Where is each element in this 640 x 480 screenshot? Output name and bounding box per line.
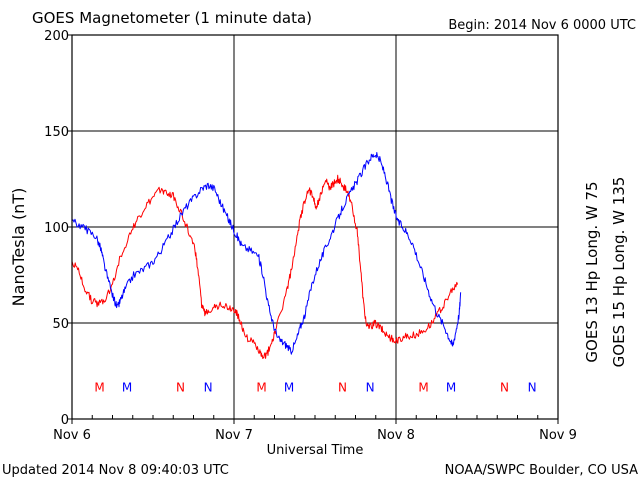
chart-title: GOES Magnetometer (1 minute data) — [32, 9, 312, 27]
y-tick-label: 200 — [44, 29, 69, 44]
x-tick-label: Nov 6 — [53, 428, 91, 443]
updated-timestamp: Updated 2014 Nov 8 09:40:03 UTC — [2, 463, 229, 478]
x-tick-label: Nov 8 — [377, 428, 415, 443]
marker-m: M — [256, 380, 266, 394]
x-axis-ticks: Nov 6 Nov 7 Nov 8 Nov 9 — [53, 415, 577, 443]
marker-n: N — [204, 380, 213, 394]
x-tick-label: Nov 7 — [215, 428, 253, 443]
y-tick-label: 150 — [44, 125, 69, 140]
series-line-goes-13-hp — [71, 174, 459, 359]
grid — [72, 35, 558, 419]
marker-n: N — [500, 380, 509, 394]
marker-m: M — [418, 380, 428, 394]
x-axis-label: Universal Time — [267, 443, 364, 458]
legend-goes13: GOES 13 Hp Long. W 75 — [583, 181, 601, 362]
marker-n: N — [528, 380, 537, 394]
marker-m: M — [284, 380, 294, 394]
marker-m: M — [122, 380, 132, 394]
x-tick-label: Nov 9 — [539, 428, 577, 443]
legend-goes15: GOES 15 Hp Long. W 135 — [610, 177, 628, 368]
y-tick-label: 0 — [61, 413, 69, 428]
series-line-goes-15-hp — [71, 152, 462, 355]
credit-label: NOAA/SWPC Boulder, CO USA — [445, 463, 638, 478]
marker-m: M — [446, 380, 456, 394]
marker-n: N — [176, 380, 185, 394]
marker-m: M — [94, 380, 104, 394]
begin-label: Begin: 2014 Nov 6 0000 UTC — [448, 18, 636, 33]
series-layer — [71, 152, 462, 359]
marker-n: N — [366, 380, 375, 394]
marker-n: N — [338, 380, 347, 394]
y-tick-label: 50 — [52, 317, 69, 332]
y-tick-label: 100 — [44, 221, 69, 236]
y-axis-label: NanoTesla (nT) — [9, 188, 28, 307]
y-axis-ticks: 0 50 100 150 200 — [44, 29, 72, 428]
